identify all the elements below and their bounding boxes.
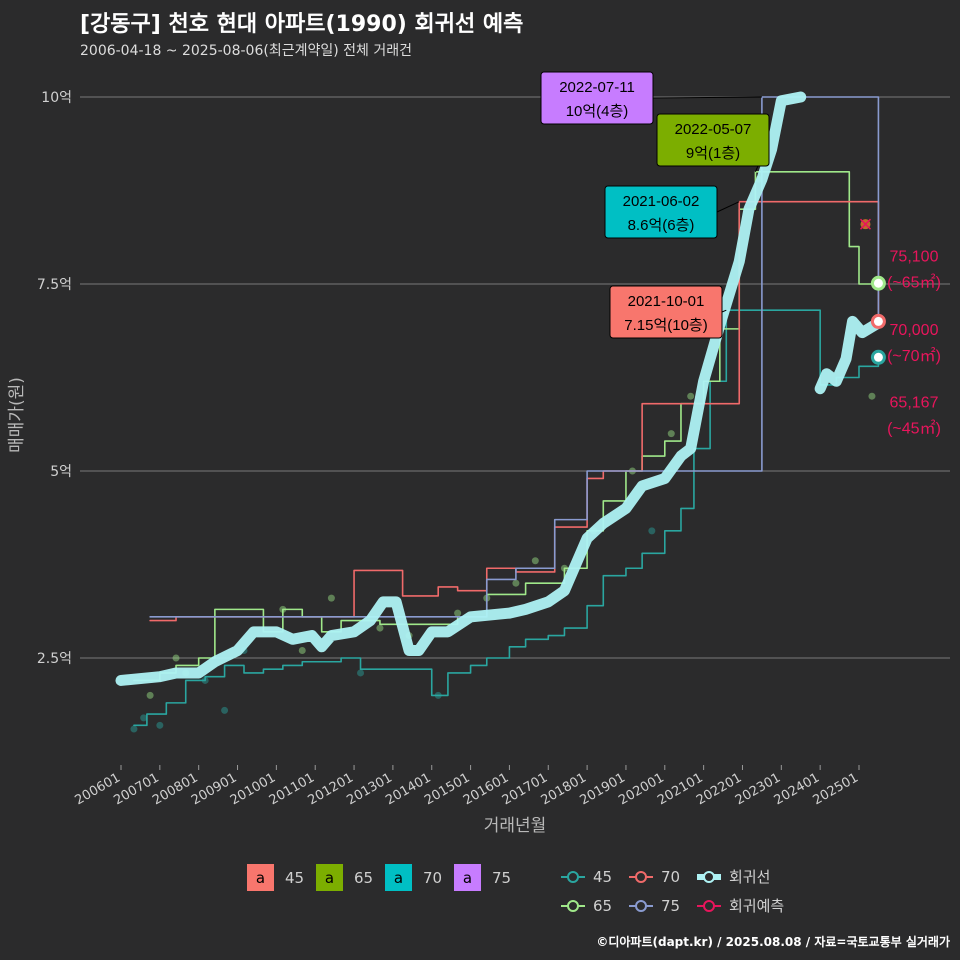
legend-line-name: 회귀선	[729, 868, 770, 886]
y-axis-title: 매매가(원)	[7, 377, 27, 453]
scatter-point	[687, 392, 695, 400]
chart-title: [강동구] 천호 현대 아파트(1990) 회귀선 예측	[80, 12, 524, 37]
legend-label-glyph: a	[256, 869, 265, 887]
annotation-leader	[716, 201, 740, 213]
annotation-price: 10억(4층)	[566, 103, 629, 120]
scatter-point	[130, 725, 138, 733]
source-credit: ©디아파트(dapt.kr) / 2025.08.08 / 자료=국토교통부 실…	[596, 935, 950, 949]
series-line-65	[133, 171, 880, 682]
y-tick-label: 10억	[41, 90, 72, 106]
legend-label-key	[454, 864, 481, 891]
legend-line-name: 45	[593, 868, 612, 886]
series-line-70	[149, 200, 880, 622]
endpoint-area-label: (~65㎡)	[887, 274, 941, 292]
scatter-point	[531, 557, 539, 565]
y-tick-label: 2.5억	[37, 651, 72, 667]
legend-line-dot	[703, 900, 715, 912]
annotation-leader	[652, 96, 762, 99]
annotation-box	[604, 185, 718, 239]
legend-line-dot	[703, 871, 715, 883]
endpoint-area-label: (~45㎡)	[887, 419, 941, 437]
annotation-box	[609, 285, 723, 339]
annotation-price: 7.15억(10층)	[624, 317, 707, 334]
annotation-date: 2022-05-07	[675, 121, 752, 138]
annotation-date: 2021-10-01	[628, 293, 705, 310]
legend-label-key	[247, 864, 274, 891]
legend-label-name: 70	[423, 869, 442, 887]
scatter-point	[454, 609, 462, 617]
scatter-point	[648, 527, 656, 535]
scatter-point	[868, 392, 876, 400]
legend-label-glyph: a	[325, 869, 334, 887]
scatter-point	[146, 691, 154, 699]
legend-label-glyph: a	[394, 869, 403, 887]
legend-label-name: 45	[285, 869, 304, 887]
annotation-price: 8.6억(6층)	[628, 217, 695, 234]
y-tick-label: 7.5억	[37, 277, 72, 293]
scatter-point	[667, 430, 675, 438]
legend-label-key	[385, 864, 412, 891]
endpoint-marker	[870, 313, 886, 329]
series-line-회귀선	[115, 91, 807, 686]
annotation-price: 9억(1층)	[686, 145, 740, 162]
scatter-point	[512, 579, 520, 587]
legend-line-dot	[635, 900, 647, 912]
scatter-point	[221, 706, 229, 714]
y-tick-label: 5억	[50, 464, 72, 480]
series-line-75	[149, 96, 880, 618]
legend-line-dot	[635, 871, 647, 883]
legend-label-name: 65	[354, 869, 373, 887]
series-line-45	[133, 309, 880, 727]
scatter-point	[327, 594, 335, 602]
annotation-leader	[721, 309, 727, 313]
legend-line-name: 회귀예측	[729, 897, 784, 915]
scatter-point	[357, 669, 365, 677]
annotation-box	[656, 113, 770, 167]
endpoint-value-label: 70,000	[890, 322, 939, 339]
annotation-date: 2021-06-02	[623, 193, 700, 210]
endpoint-marker	[870, 349, 886, 365]
endpoint-value-label: 75,100	[890, 249, 939, 266]
scatter-point	[298, 647, 306, 655]
endpoint-area-label: (~70㎡)	[887, 347, 941, 365]
x-tick-label: 202501	[811, 770, 861, 808]
scatter-point	[140, 714, 148, 722]
legend-line-name: 65	[593, 897, 612, 915]
legend-line-name: 70	[661, 868, 680, 886]
legend-line-dot	[567, 900, 579, 912]
scatter-point	[156, 721, 164, 729]
annotation-date: 2022-07-11	[559, 79, 635, 96]
scatter-point	[172, 654, 180, 662]
legend-line-dot	[567, 871, 579, 883]
legend-line-name: 75	[661, 897, 680, 915]
chart-subtitle: 2006-04-18 ~ 2025-08-06(최근계약일) 전체 거래건	[80, 43, 412, 59]
scatter-point	[376, 624, 384, 632]
endpoint-marker	[870, 275, 886, 291]
series-line-회귀선2	[814, 315, 884, 395]
x-axis-title: 거래년월	[484, 816, 547, 836]
annotation-box	[540, 71, 654, 125]
legend-label-name: 75	[492, 869, 511, 887]
forecast-marker-x	[859, 218, 872, 230]
endpoint-value-label: 65,167	[890, 394, 939, 411]
legend-label-key	[316, 864, 343, 891]
legend-label-glyph: a	[463, 869, 472, 887]
